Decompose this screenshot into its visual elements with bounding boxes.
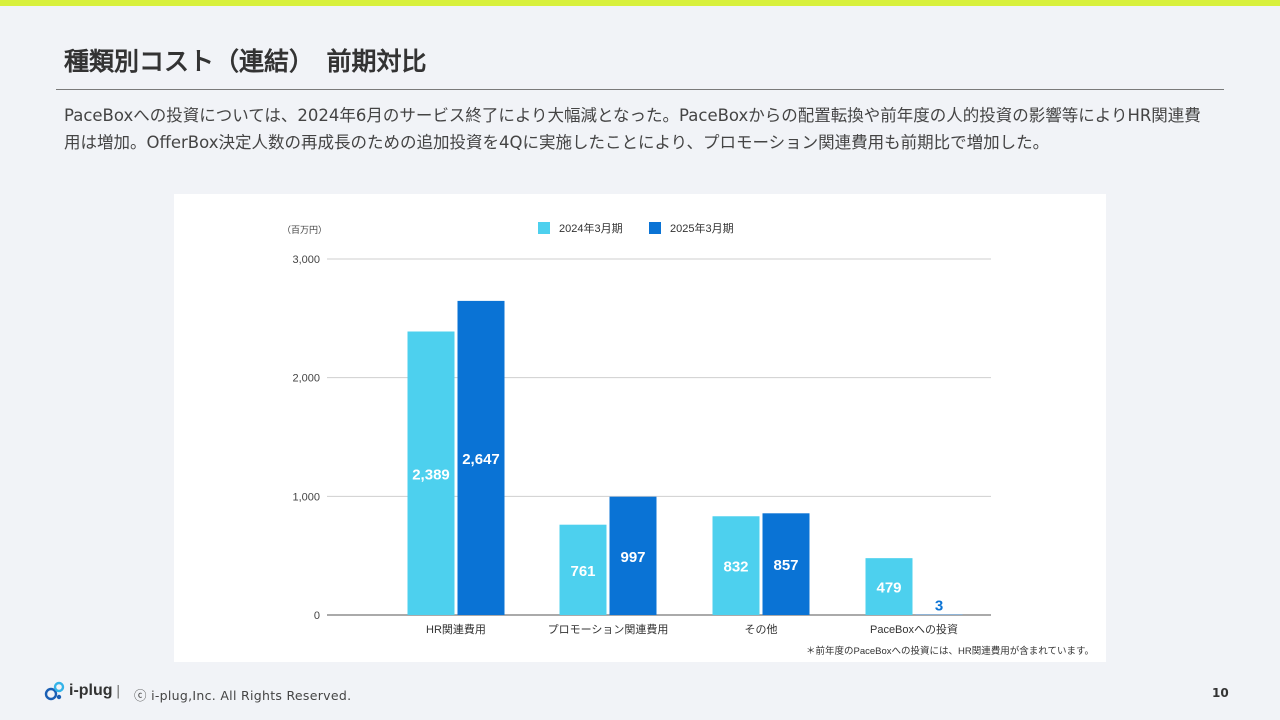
bar	[559, 524, 607, 615]
description-text: PaceBoxへの投資については、2024年6月のサービス終了により大幅減となっ…	[64, 106, 1201, 152]
data-label: 3	[935, 598, 943, 615]
bar	[609, 496, 657, 615]
data-label: 761	[570, 563, 595, 580]
footer-separator: |	[116, 684, 121, 699]
chart-panel: 3,000 2,000 1,000 0 （百万円） 2024年3月期 2025年3月期 2,3…	[174, 194, 1106, 662]
page-title: 種類別コスト（連結） 前期対比	[64, 47, 427, 76]
x-tick-label: その他	[745, 623, 778, 636]
y-tick-label: 1,000	[292, 491, 320, 503]
cost-bar-chart: 3,000 2,000 1,000 0 （百万円） 2024年3月期 2025年3月期 2,3…	[282, 221, 1094, 657]
bar	[865, 558, 913, 615]
data-label: 857	[773, 557, 798, 574]
bar	[762, 513, 810, 615]
data-label: 997	[620, 549, 645, 566]
data-label: 479	[876, 580, 901, 597]
x-tick-label: PaceBoxへの投資	[870, 622, 958, 636]
y-tick-label: 0	[314, 610, 320, 622]
data-label: 2,647	[462, 451, 500, 468]
y-tick-label: 3,000	[292, 254, 320, 266]
brand-logo: i-plug	[44, 680, 113, 702]
data-label: 832	[723, 559, 748, 576]
legend-label: 2025年3月期	[670, 221, 734, 235]
legend-label: 2024年3月期	[559, 221, 623, 235]
x-tick-label: HR関連費用	[426, 622, 486, 636]
chart-footnote: ＊前年度のPaceBoxへの投資には、HR関連費用が含まれています。	[806, 645, 1094, 657]
y-tick-label: 2,000	[292, 373, 320, 385]
x-tick-label: プロモーション関連費用	[548, 622, 669, 636]
legend-swatch	[538, 222, 550, 234]
title-divider	[56, 89, 1224, 90]
brand-name: i-plug	[69, 682, 113, 699]
bar	[407, 331, 455, 615]
bar	[457, 300, 505, 615]
legend-swatch	[649, 222, 661, 234]
copyright-text: ⓒ i-plug,Inc. All Rights Reserved.	[134, 688, 352, 703]
top-accent-bar	[0, 0, 1280, 6]
page-number: 10	[1212, 686, 1229, 700]
iplug-logo-icon	[44, 681, 65, 701]
data-label: 2,389	[412, 466, 450, 483]
bar	[712, 516, 760, 615]
y-unit-label: （百万円）	[282, 225, 327, 235]
